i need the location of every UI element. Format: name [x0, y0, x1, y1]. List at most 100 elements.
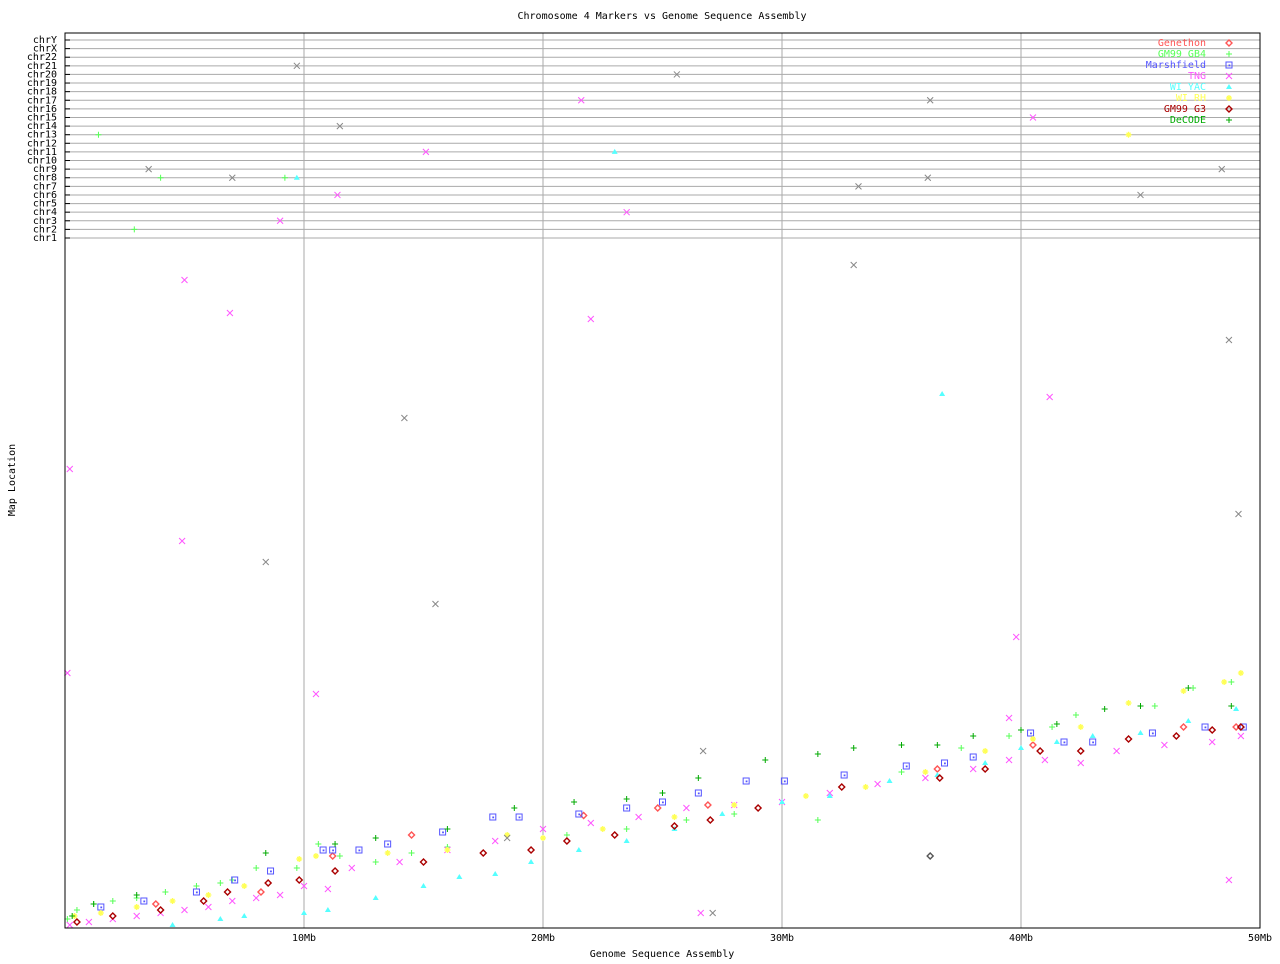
y-tick-label: chrY — [33, 35, 57, 46]
data-point — [324, 907, 331, 912]
data-point — [1029, 736, 1036, 742]
data-point — [66, 921, 74, 929]
data-point — [296, 856, 303, 862]
data-point — [939, 391, 946, 396]
data-point — [1233, 706, 1240, 711]
series-tng — [64, 96, 1245, 929]
data-point — [372, 895, 379, 900]
series-decode — [69, 685, 1235, 919]
data-point — [1005, 756, 1013, 764]
data-point — [205, 903, 212, 911]
data-point — [492, 871, 499, 876]
data-point — [933, 765, 942, 773]
data-point — [1235, 510, 1242, 518]
series-gm99-g3 — [72, 723, 1245, 926]
data-point — [1046, 393, 1054, 401]
data-point — [886, 778, 893, 783]
data-point-other-chromosome — [673, 71, 681, 78]
y-tick-label: chr21 — [27, 61, 57, 72]
series-unlabeled — [926, 852, 935, 860]
data-point — [503, 834, 511, 842]
data-point — [562, 837, 571, 845]
data-point — [1072, 712, 1079, 718]
data-point — [231, 876, 239, 884]
y-tick-label: chr20 — [27, 69, 57, 80]
data-point — [479, 849, 488, 857]
data-point — [1053, 739, 1060, 744]
data-point — [348, 864, 356, 872]
data-point — [670, 822, 679, 830]
data-point — [300, 882, 308, 890]
data-point — [1228, 679, 1235, 685]
data-point — [862, 784, 869, 790]
data-point — [444, 826, 451, 832]
data-point — [934, 742, 941, 748]
data-point-other-chromosome — [157, 174, 164, 181]
data-point — [97, 903, 105, 911]
data-point — [623, 804, 631, 812]
data-point — [719, 811, 726, 816]
data-point — [837, 783, 846, 791]
data-point — [1101, 706, 1108, 712]
x-axis-label: Genome Sequence Assembly — [590, 949, 735, 960]
data-point — [1237, 670, 1244, 676]
legend-marker — [1226, 117, 1232, 123]
y-tick-label: chr19 — [27, 78, 57, 89]
data-point — [587, 315, 595, 323]
data-point — [181, 906, 188, 914]
y-tick-label: chr6 — [33, 190, 57, 201]
data-point-other-chromosome — [1137, 191, 1144, 199]
data-point — [504, 832, 511, 838]
data-point — [1236, 723, 1245, 731]
data-point — [1208, 726, 1217, 734]
y-tick-label: chr7 — [33, 181, 57, 192]
data-point — [1036, 747, 1045, 755]
data-point — [384, 850, 391, 856]
data-point — [408, 850, 415, 856]
data-point — [850, 261, 858, 269]
series-unlabeled — [145, 62, 1242, 917]
data-point-other-chromosome — [1125, 131, 1132, 138]
data-point — [133, 904, 140, 910]
data-point — [1161, 741, 1168, 749]
x-tick-label: 10Mb — [292, 933, 316, 944]
data-point — [1124, 735, 1133, 743]
data-point — [1077, 759, 1085, 767]
data-point — [731, 811, 738, 817]
data-point — [133, 912, 141, 920]
data-point — [241, 883, 248, 889]
data-point — [982, 760, 989, 765]
series-wi-yac — [169, 148, 1240, 927]
data-point — [1185, 718, 1192, 723]
data-point — [90, 901, 97, 907]
data-point-other-chromosome — [577, 96, 585, 104]
data-point — [1077, 724, 1084, 730]
data-point — [898, 742, 905, 748]
data-point — [1049, 724, 1056, 730]
legend-label: GM99 GB4 — [1158, 49, 1206, 60]
data-point — [671, 814, 678, 820]
series-gm99-gb4 — [64, 131, 1235, 922]
legend-label: TNG — [1188, 71, 1206, 82]
data-point — [193, 883, 200, 889]
data-point — [941, 759, 949, 767]
data-point — [85, 918, 93, 926]
data-point — [181, 276, 188, 284]
y-tick-label: chr9 — [33, 164, 57, 175]
data-point — [981, 765, 990, 773]
legend-label: WI RH — [1176, 93, 1206, 104]
data-point — [73, 907, 80, 913]
data-point — [958, 745, 965, 751]
data-point — [1137, 703, 1144, 709]
data-point — [1179, 723, 1188, 731]
data-point — [151, 900, 160, 908]
data-point — [563, 832, 570, 838]
legend-label: GM99 G3 — [1164, 104, 1206, 115]
y-tick-label: chr11 — [27, 147, 57, 158]
legend-marker — [1226, 95, 1232, 101]
data-point — [162, 889, 169, 895]
data-point-other-chromosome — [131, 226, 138, 233]
axis-ticks: chr1chr2chr3chr4chr5chr6chr7chr8chr9chr1… — [27, 35, 1272, 944]
